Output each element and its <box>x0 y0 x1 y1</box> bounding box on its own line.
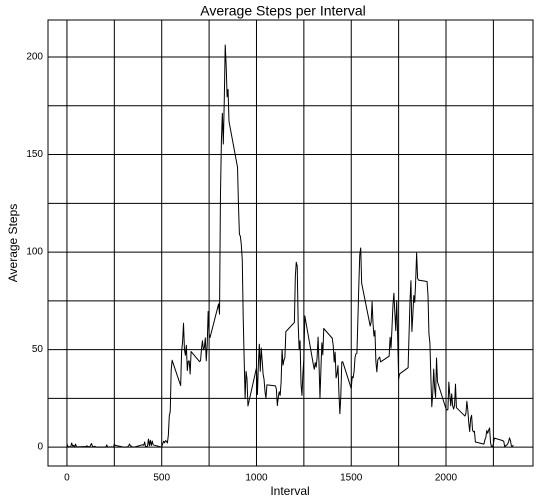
y-tick-label: 0 <box>37 442 43 453</box>
x-tick-label: 2000 <box>435 473 458 484</box>
y-tick-label: 150 <box>26 149 43 160</box>
y-tick-label: 200 <box>26 52 43 63</box>
x-axis-title: Interval <box>270 484 309 498</box>
y-tick-label: 100 <box>26 247 43 258</box>
y-axis-title: Average Steps <box>6 204 20 283</box>
x-tick-label: 0 <box>64 473 70 484</box>
x-tick-label: 1500 <box>340 473 363 484</box>
y-tick-label: 50 <box>32 344 44 355</box>
x-tick-label: 500 <box>153 473 170 484</box>
chart-title: Average Steps per Interval <box>200 3 366 19</box>
x-tick-label: 1000 <box>245 473 268 484</box>
plot-frame <box>47 19 534 467</box>
data-line <box>66 44 514 448</box>
